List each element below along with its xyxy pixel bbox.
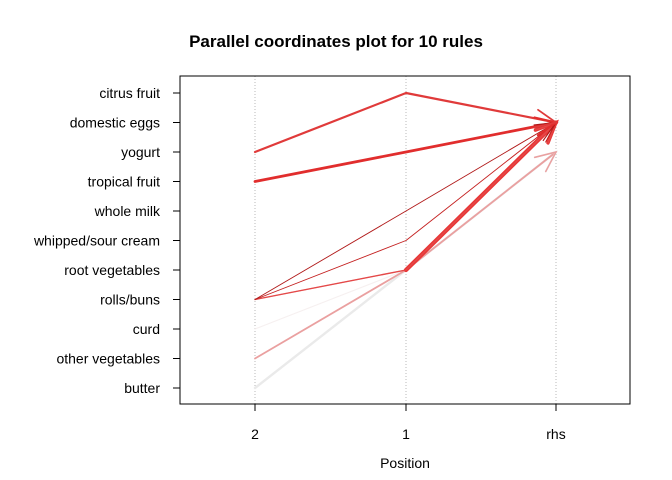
chart-title: Parallel coordinates plot for 10 rules	[189, 32, 483, 51]
rule-line-1	[253, 91, 558, 154]
y-tick-label: yogurt	[121, 144, 160, 160]
rule-line-2	[253, 121, 558, 183]
y-tick-label: whipped/sour cream	[33, 233, 160, 249]
rule-line-5	[254, 121, 557, 301]
rule-arrowhead-7	[533, 150, 558, 173]
x-tick-label: 2	[251, 426, 259, 442]
y-tick-label: tropical fruit	[88, 174, 160, 190]
y-tick-label: root vegetables	[64, 262, 160, 278]
y-tick-label: rolls/buns	[100, 292, 160, 308]
y-tick-label: other vegetables	[56, 351, 160, 367]
x-tick-label: rhs	[546, 426, 565, 442]
x-tick-label: 1	[402, 426, 410, 442]
arrow-heads	[533, 108, 559, 173]
y-tick-label: whole milk	[94, 203, 161, 219]
y-axis: citrus fruit domestic eggs yogurt tropical …	[33, 85, 180, 396]
rule-line-3	[254, 122, 557, 300]
rule-arrowhead-1	[533, 108, 559, 129]
y-tick-label: domestic eggs	[70, 115, 160, 131]
plot-frame	[179, 75, 631, 405]
grid-lines	[254, 76, 557, 404]
x-axis: 2 1 rhs	[251, 404, 566, 442]
y-tick-label: curd	[133, 321, 160, 337]
y-tick-label: citrus fruit	[99, 85, 160, 101]
series-lines	[253, 91, 559, 390]
rule-line-7	[254, 151, 557, 360]
y-tick-label: butter	[124, 380, 160, 396]
x-axis-title: Position	[380, 455, 430, 471]
rule-line-4	[254, 122, 557, 300]
